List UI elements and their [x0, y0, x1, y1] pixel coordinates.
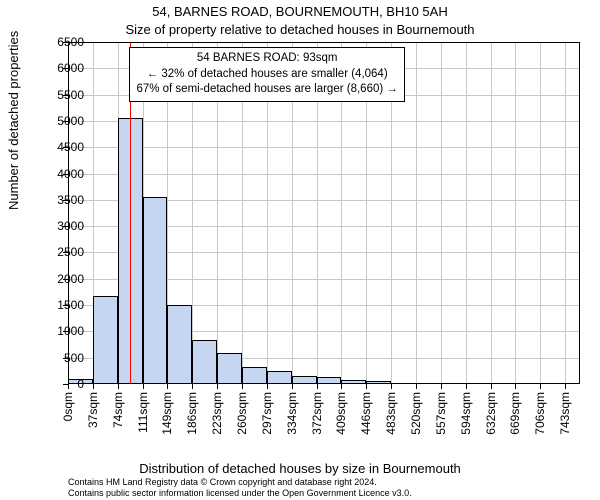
gridline-vertical — [416, 42, 417, 384]
xtick-mark — [466, 384, 467, 389]
histogram-bar — [143, 197, 168, 384]
xtick-label: 483sqm — [384, 392, 398, 435]
histogram-bar — [167, 305, 192, 384]
histogram-bar — [317, 377, 342, 384]
gridline-horizontal — [68, 147, 580, 148]
plot-area: 54 BARNES ROAD: 93sqm← 32% of detached h… — [68, 42, 580, 384]
xtick-mark — [118, 384, 119, 389]
ytick-label: 4500 — [44, 140, 84, 154]
xtick-label: 186sqm — [185, 392, 199, 435]
xtick-label: 409sqm — [334, 392, 348, 435]
annotation-line: 67% of semi-detached houses are larger (… — [136, 82, 397, 98]
chart-container: 54, BARNES ROAD, BOURNEMOUTH, BH10 5AH S… — [0, 0, 600, 500]
x-axis-label: Distribution of detached houses by size … — [0, 461, 600, 476]
histogram-bar — [217, 353, 242, 384]
chart-subtitle: Size of property relative to detached ho… — [0, 22, 600, 37]
ytick-label: 1000 — [44, 324, 84, 338]
xtick-mark — [491, 384, 492, 389]
annotation-box: 54 BARNES ROAD: 93sqm← 32% of detached h… — [129, 47, 404, 102]
xtick-label: 632sqm — [484, 392, 498, 435]
gridline-vertical — [515, 42, 516, 384]
xtick-label: 37sqm — [86, 392, 100, 428]
histogram-bar — [341, 380, 366, 384]
ytick-label: 500 — [44, 351, 84, 365]
histogram-bar — [267, 371, 292, 384]
footer-attribution: Contains HM Land Registry data © Crown c… — [68, 477, 412, 498]
histogram-bar — [93, 296, 118, 384]
histogram-bar — [292, 376, 317, 384]
ytick-label: 6500 — [44, 35, 84, 49]
xtick-mark — [167, 384, 168, 389]
histogram-bar — [192, 340, 217, 384]
ytick-label: 3500 — [44, 193, 84, 207]
gridline-vertical — [441, 42, 442, 384]
histogram-bar — [242, 367, 267, 384]
xtick-mark — [192, 384, 193, 389]
ytick-label: 1500 — [44, 298, 84, 312]
xtick-mark — [292, 384, 293, 389]
gridline-horizontal — [68, 174, 580, 175]
xtick-label: 706sqm — [533, 392, 547, 435]
ytick-label: 4000 — [44, 167, 84, 181]
ytick-label: 2000 — [44, 272, 84, 286]
xtick-label: 743sqm — [558, 392, 572, 435]
ytick-label: 3000 — [44, 219, 84, 233]
xtick-mark — [540, 384, 541, 389]
xtick-mark — [143, 384, 144, 389]
xtick-mark — [317, 384, 318, 389]
xtick-label: 111sqm — [136, 392, 150, 433]
gridline-vertical — [491, 42, 492, 384]
xtick-mark — [391, 384, 392, 389]
xtick-mark — [93, 384, 94, 389]
xtick-mark — [267, 384, 268, 389]
gridline-vertical — [466, 42, 467, 384]
annotation-line: 54 BARNES ROAD: 93sqm — [136, 51, 397, 67]
gridline-vertical — [540, 42, 541, 384]
xtick-label: 223sqm — [210, 392, 224, 435]
gridline-vertical — [565, 42, 566, 384]
annotation-line: ← 32% of detached houses are smaller (4,… — [136, 67, 397, 83]
xtick-label: 260sqm — [235, 392, 249, 435]
xtick-label: 0sqm — [61, 392, 75, 421]
ytick-label: 5500 — [44, 88, 84, 102]
gridline-horizontal — [68, 121, 580, 122]
xtick-label: 149sqm — [160, 392, 174, 435]
xtick-label: 74sqm — [111, 392, 125, 428]
ytick-label: 2500 — [44, 245, 84, 259]
footer-line-2: Contains public sector information licen… — [68, 488, 412, 498]
xtick-label: 334sqm — [285, 392, 299, 435]
xtick-label: 372sqm — [310, 392, 324, 435]
xtick-mark — [565, 384, 566, 389]
ytick-label: 0 — [44, 377, 84, 391]
xtick-label: 594sqm — [459, 392, 473, 435]
footer-line-1: Contains HM Land Registry data © Crown c… — [68, 477, 412, 487]
histogram-bar — [366, 381, 391, 384]
xtick-label: 297sqm — [260, 392, 274, 435]
xtick-mark — [341, 384, 342, 389]
y-axis-label: Number of detached properties — [6, 31, 21, 210]
xtick-label: 557sqm — [434, 392, 448, 435]
xtick-label: 669sqm — [508, 392, 522, 435]
xtick-mark — [441, 384, 442, 389]
xtick-label: 520sqm — [409, 392, 423, 435]
xtick-mark — [515, 384, 516, 389]
xtick-label: 446sqm — [359, 392, 373, 435]
xtick-mark — [217, 384, 218, 389]
xtick-mark — [416, 384, 417, 389]
xtick-mark — [242, 384, 243, 389]
chart-title: 54, BARNES ROAD, BOURNEMOUTH, BH10 5AH — [0, 4, 600, 19]
ytick-label: 6000 — [44, 61, 84, 75]
ytick-label: 5000 — [44, 114, 84, 128]
xtick-mark — [366, 384, 367, 389]
